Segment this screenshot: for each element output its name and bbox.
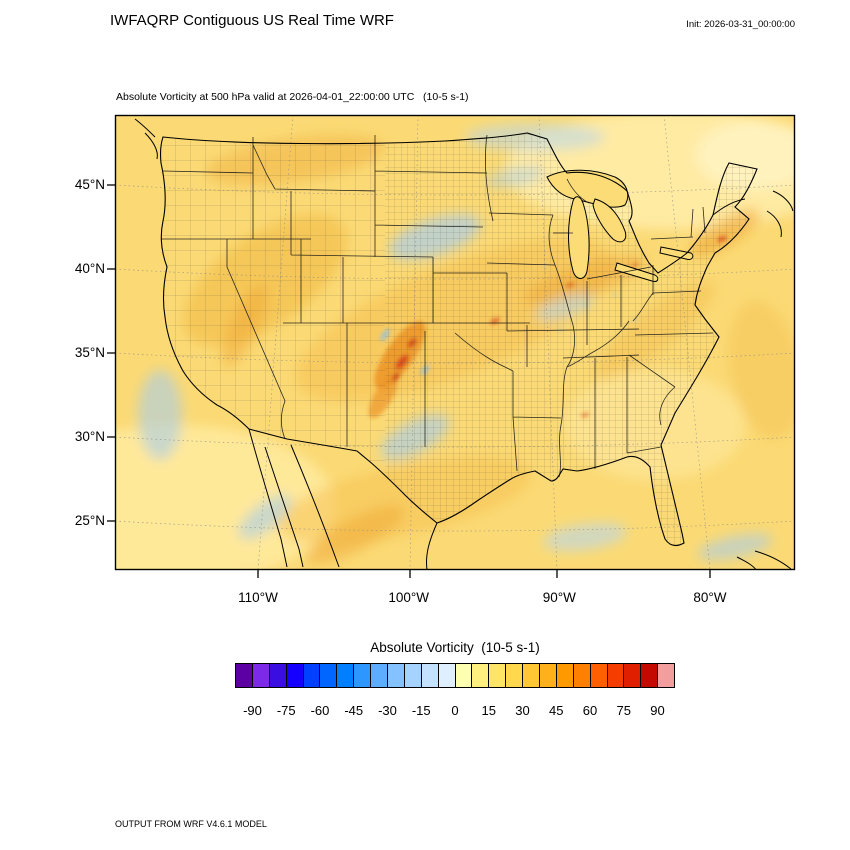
- colorbar-title: Absolute Vorticity (10-5 s-1): [370, 640, 540, 655]
- colorbar-segment: [523, 664, 541, 687]
- colorbar-segment: [641, 664, 659, 687]
- y-axis-tick-label: 25°N: [74, 513, 105, 528]
- colorbar-segment: [455, 664, 473, 687]
- colorbar-segment: [236, 664, 253, 687]
- colorbar-tick-label: 75: [616, 703, 631, 718]
- colorbar-segment: [371, 664, 389, 687]
- colorbar-tick-label: -60: [310, 703, 330, 718]
- colorbar-segment: [556, 664, 574, 687]
- colorbar-segment: [303, 664, 321, 687]
- colorbar-segment: [337, 664, 355, 687]
- colorbar-segment: [472, 664, 490, 687]
- y-axis-labels: 45°N 40°N 35°N 30°N 25°N: [38, 177, 105, 529]
- colorbar-tick-labels: -90 -75 -60 -45 -30 -15 0 15 30 45 60 75 90: [236, 703, 674, 718]
- colorbar-tick-label: 45: [549, 703, 564, 718]
- us-coastline-outline: [160, 132, 758, 547]
- colorbar-segment: [438, 664, 456, 687]
- colorbar-segment: [573, 664, 591, 687]
- plot-subtitle: Absolute Vorticity at 500 hPa valid at 2…: [116, 91, 469, 103]
- colorbar: [235, 663, 675, 688]
- colorbar-segment: [286, 664, 304, 687]
- colorbar-segment: [540, 664, 557, 687]
- y-axis-tick-label: 30°N: [74, 429, 105, 444]
- page-title: IWFAQRP Contiguous US Real Time WRF: [110, 12, 394, 29]
- colorbar-tick-label: -45: [344, 703, 364, 718]
- colorbar-tick-label: 30: [515, 703, 530, 718]
- conus-map-svg: [107, 114, 796, 578]
- colorbar-tick-label: -15: [411, 703, 431, 718]
- y-axis-tick-label: 40°N: [74, 261, 105, 276]
- colorbar-tick-label: 90: [650, 703, 665, 718]
- map-frame: [114, 114, 796, 571]
- x-axis-labels: 110°W 100°W 90°W 80°W: [234, 590, 734, 605]
- state-boundaries: [161, 134, 714, 478]
- model-info-line1: OUTPUT FROM WRF V4.6.1 MODEL: [115, 819, 267, 829]
- colorbar-segment: [624, 664, 642, 687]
- x-axis-tick-label: 110°W: [238, 590, 278, 605]
- colorbar-segment: [607, 664, 625, 687]
- y-axis-tick-label: 35°N: [74, 345, 105, 360]
- colorbar-segment: [320, 664, 338, 687]
- conus-map-figure: [107, 114, 796, 578]
- colorbar-tick-label: 15: [481, 703, 496, 718]
- colorbar-tick-label: 0: [451, 703, 459, 718]
- colorbar-segment: [658, 664, 675, 687]
- colorbar-segment: [590, 664, 608, 687]
- colorbar-segment: [506, 664, 524, 687]
- colorbar-segment: [489, 664, 507, 687]
- colorbar-segment: [354, 664, 372, 687]
- colorbar-segment: [269, 664, 287, 687]
- x-axis-tick-label: 100°W: [388, 590, 429, 605]
- colorbar-tick-label: 60: [582, 703, 598, 718]
- y-axis-tick-label: 45°N: [74, 177, 105, 192]
- init-time-label: Init: 2026-03-31_00:00:00: [686, 19, 795, 30]
- model-info-footer: OUTPUT FROM WRF V4.6.1 MODEL WE = 580 ; …: [115, 793, 469, 850]
- colorbar-segment: [421, 664, 439, 687]
- neighbor-coastlines: [134, 118, 794, 570]
- axis-ticks: [107, 184, 711, 578]
- colorbar-segment: [404, 664, 422, 687]
- colorbar-tick-label: -90: [243, 703, 262, 718]
- colorbar-segment: [252, 664, 270, 687]
- colorbar-segment: [388, 664, 405, 687]
- colorbar-tick-label: -30: [378, 703, 397, 718]
- great-lakes: [546, 169, 694, 282]
- x-axis-tick-label: 90°W: [542, 590, 576, 605]
- x-axis-tick-label: 80°W: [693, 590, 727, 605]
- colorbar-tick-label: -75: [276, 703, 296, 718]
